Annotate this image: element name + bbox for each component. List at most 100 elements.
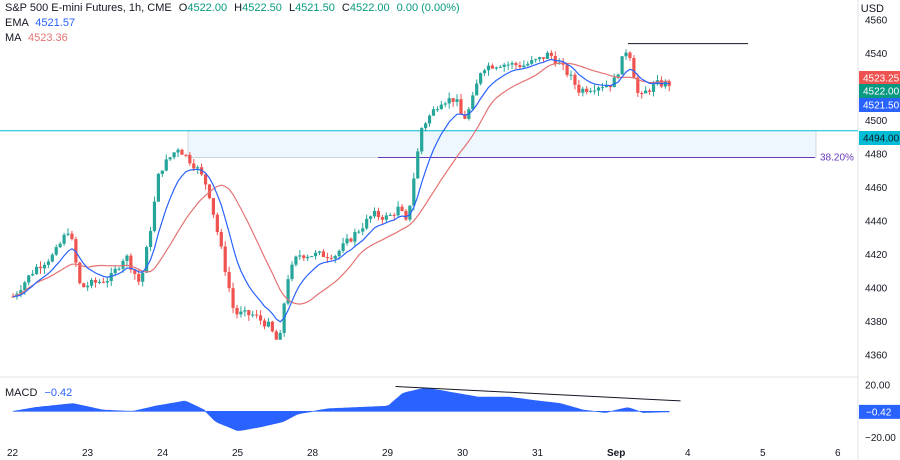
- y-tick-label: 4380: [865, 317, 888, 328]
- candle-body: [482, 70, 487, 74]
- candle-body: [270, 321, 274, 332]
- candle-body: [510, 63, 514, 65]
- candle-body: [262, 320, 267, 327]
- price-badge-label: 4522.00: [863, 87, 900, 98]
- x-tick-label: 5: [760, 448, 766, 459]
- candle-body: [349, 238, 353, 242]
- candle-body: [616, 74, 620, 78]
- candle-body: [113, 268, 117, 274]
- candle-body: [333, 256, 337, 259]
- y-tick-label: 4480: [865, 150, 888, 161]
- candle-body: [451, 98, 455, 102]
- x-tick-label: 25: [232, 448, 244, 459]
- candle-body: [156, 173, 160, 202]
- candle-body: [286, 279, 290, 304]
- price-badge-label: 4523.25: [863, 74, 900, 85]
- candle-body: [58, 243, 62, 248]
- candle-body: [420, 128, 424, 152]
- candle-body: [196, 167, 200, 169]
- candle-body: [278, 332, 282, 340]
- x-tick-label: 22: [7, 448, 19, 459]
- candle-body: [663, 81, 667, 87]
- candle-body: [479, 73, 483, 84]
- candle-body: [514, 63, 518, 66]
- candle-body: [361, 228, 365, 232]
- low-value: 4521.50: [295, 2, 335, 14]
- candle-body: [518, 65, 522, 68]
- macd-legend[interactable]: MACD −0.42: [5, 387, 72, 399]
- ma-label: MA: [5, 32, 21, 44]
- candle-body: [596, 87, 601, 91]
- ema-legend[interactable]: EMA 4521.57: [5, 17, 75, 29]
- candle-body: [628, 52, 632, 59]
- x-tick-label: Sep: [607, 448, 625, 459]
- candle-body: [223, 246, 227, 273]
- candle-body: [537, 57, 542, 60]
- candle-body: [89, 279, 94, 286]
- candle-body: [600, 87, 605, 89]
- fib-label: 38.20%: [820, 153, 854, 164]
- candle-body: [105, 281, 109, 283]
- candle-body: [180, 149, 184, 155]
- candle-body: [298, 255, 302, 257]
- candle-body: [416, 151, 420, 179]
- candle-body: [431, 109, 436, 116]
- candle-body: [239, 311, 243, 315]
- candle-body: [486, 65, 491, 71]
- x-tick-label: 4: [685, 448, 691, 459]
- y-tick-label: 4440: [865, 217, 888, 228]
- x-tick-label: 24: [157, 448, 169, 459]
- candle-body: [620, 56, 624, 75]
- candle-body: [427, 115, 432, 124]
- x-tick-label: 30: [457, 448, 469, 459]
- candle-body: [455, 99, 459, 102]
- candle-body: [498, 66, 502, 68]
- ma-legend[interactable]: MA 4523.36: [5, 32, 68, 44]
- candle-body: [306, 256, 310, 259]
- high-label: H: [234, 2, 243, 14]
- candle-body: [168, 157, 172, 160]
- candle-body: [439, 104, 443, 110]
- candle-body: [475, 83, 479, 96]
- y-tick-label: 4460: [865, 183, 888, 194]
- candle-body: [321, 251, 326, 258]
- candle-body: [109, 273, 113, 282]
- candle-body: [577, 84, 581, 93]
- open-value: 4522.00: [187, 2, 228, 14]
- candle-body: [502, 64, 506, 67]
- candle-body: [581, 88, 585, 93]
- candle-body: [160, 170, 164, 174]
- candle-body: [121, 260, 125, 269]
- candle-body: [365, 218, 369, 229]
- close-value: 4522.00: [349, 2, 390, 14]
- candle-body: [27, 275, 31, 283]
- y-tick-label: 4360: [865, 351, 888, 362]
- candle-body: [133, 269, 137, 274]
- candle-body: [380, 217, 384, 220]
- candle-body: [172, 152, 176, 158]
- candle-body: [632, 58, 636, 78]
- candle-body: [31, 273, 35, 276]
- low-label: L: [288, 2, 296, 14]
- candle-body: [412, 178, 416, 206]
- candle-body: [211, 198, 216, 215]
- candle-body: [243, 310, 247, 312]
- candle-body: [530, 60, 534, 64]
- candle-body: [82, 283, 86, 288]
- close-label: C: [341, 2, 350, 14]
- x-tick-label: 29: [382, 448, 394, 459]
- ma-value: 4523.36: [27, 32, 68, 44]
- candle-body: [644, 90, 648, 94]
- candle-body: [176, 149, 180, 153]
- candle-body: [141, 272, 145, 282]
- price-badge-last: [859, 84, 900, 98]
- price-badge-level: [859, 131, 900, 145]
- macd-label: MACD: [5, 387, 38, 399]
- candle-body: [392, 214, 396, 216]
- candle-body: [137, 273, 141, 282]
- candle-body: [310, 256, 314, 258]
- candle-body: [447, 98, 451, 104]
- macd-y-tick-label: −20.00: [865, 433, 896, 444]
- x-tick-label: 6: [835, 448, 841, 459]
